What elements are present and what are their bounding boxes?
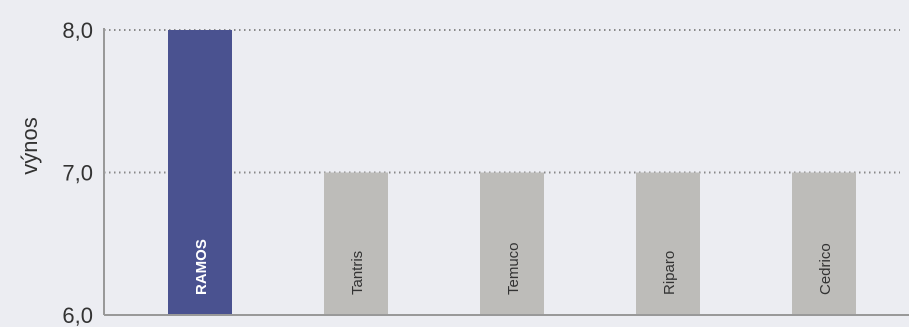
y-tick-label: 8,0 xyxy=(62,18,93,43)
y-tick-label: 7,0 xyxy=(62,161,93,186)
bar-ramos xyxy=(168,30,232,315)
y-axis-title: výnos xyxy=(17,117,42,174)
bar-temuco xyxy=(480,172,544,315)
bar-label: Temuco xyxy=(505,242,522,295)
axes xyxy=(103,28,909,316)
bar-label: Riparo xyxy=(661,251,678,295)
bar-tantris xyxy=(324,172,388,315)
bar-label: RAMOS xyxy=(193,239,210,295)
y-tick-label: 6,0 xyxy=(62,303,93,327)
bar-label: Cedrico xyxy=(817,243,834,295)
bar-label: Tantris xyxy=(349,251,366,295)
bars: RAMOS Tantris Temuco Riparo Cedrico xyxy=(168,30,856,315)
bar-cedrico xyxy=(792,172,856,315)
y-tick-labels: 6,0 7,0 8,0 xyxy=(62,18,93,327)
bar-riparo xyxy=(636,172,700,315)
